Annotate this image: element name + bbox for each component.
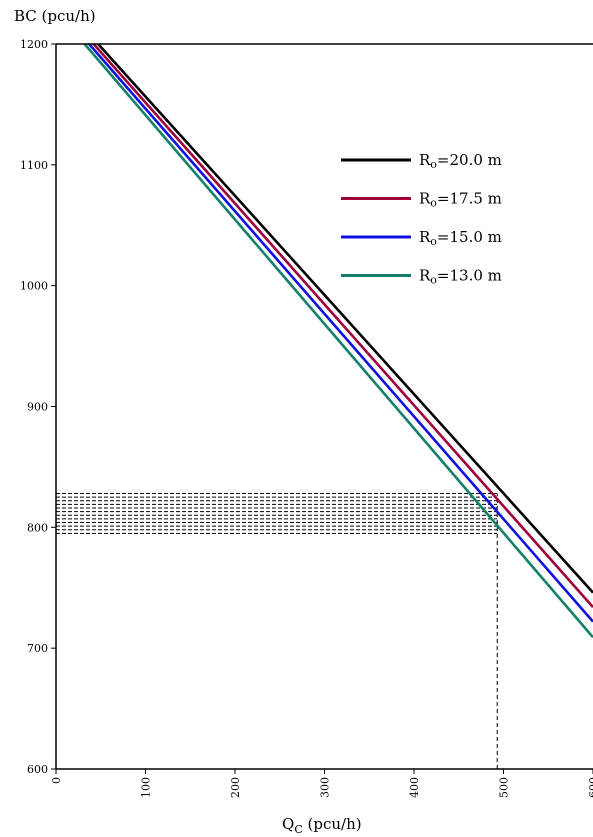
reference-lines [56,493,498,769]
y-tick-label-2: 800 [27,521,48,534]
legend-label-1: Ro=17.5 m [419,190,502,210]
axis-ticks: 600 700 800 900 1000 1100 1200 0 100 200 300 400 500… [20,38,593,798]
y-tick-label-3: 900 [27,401,48,414]
legend-label-0: Ro=20.0 m [419,151,502,171]
legend-label-3: Ro=13.0 m [419,267,502,287]
x-axis-title-subscript: C [294,823,302,836]
legend-label-subscript-2: o [430,235,437,248]
legend-label-subscript-3: o [430,274,437,287]
x-tick-label-4: 400 [408,777,421,798]
x-tick-label-3: 300 [319,777,332,798]
legend-label-suffix-1: =17.5 m [437,190,502,208]
legend-label-subscript-1: o [430,197,437,210]
legend-label-main-0: R [419,151,431,169]
y-tick-label-5: 1100 [20,159,48,172]
y-tick-label-0: 600 [27,763,48,776]
x-axis-title-main: Q [282,815,294,833]
x-axis-title: QC (pcu/h) [282,815,362,836]
x-tick-label-1: 100 [140,777,153,798]
legend-label-2: Ro=15.0 m [419,228,502,248]
legend-label-suffix-0: =20.0 m [437,151,502,169]
legend-label-subscript-0: o [430,158,437,171]
y-tick-label-1: 700 [27,642,48,655]
y-tick-label-6: 1200 [20,38,48,51]
x-tick-label-0: 0 [50,777,63,784]
legend-label-main-2: R [419,228,431,246]
series-line-0 [97,43,593,594]
y-axis-title: BC (pcu/h) [14,7,96,25]
legend-label-suffix-2: =15.0 m [437,228,502,246]
plot-frame [55,43,593,770]
x-tick-label-5: 500 [498,777,511,798]
legend-label-suffix-3: =13.0 m [437,267,502,285]
x-axis-title-unit: (pcu/h) [303,815,362,833]
legend-label-main-1: R [419,190,431,208]
series-line-1 [92,43,593,608]
legend: Ro=20.0 mRo=17.5 mRo=15.0 mRo=13.0 m [341,151,502,287]
series-line-3 [83,43,593,639]
series-line-2 [88,43,593,623]
x-tick-label-2: 200 [229,777,242,798]
x-tick-label-6: 600 [587,777,593,798]
y-tick-label-4: 1000 [20,280,48,293]
legend-label-main-3: R [419,267,431,285]
series-lines [83,43,593,639]
